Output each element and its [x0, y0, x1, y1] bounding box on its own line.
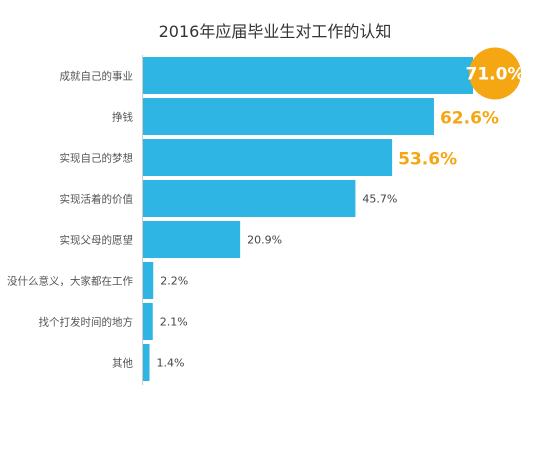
value-label-5: 2.2%: [160, 275, 188, 288]
category-label-2: 实现自己的梦想: [60, 152, 134, 165]
category-label-4: 实现父母的愿望: [60, 234, 134, 247]
chart-title: 2016年应届毕业生对工作的认知: [158, 22, 392, 41]
bar-7: [143, 344, 150, 381]
bar-5: [143, 262, 154, 299]
category-label-7: 其他: [112, 357, 133, 370]
value-label-3: 45.7%: [362, 193, 397, 206]
value-label-6: 2.1%: [160, 316, 188, 329]
value-label-0: 71.0%: [466, 65, 525, 85]
value-label-4: 20.9%: [247, 234, 282, 247]
bar-3: [143, 180, 356, 217]
highlight-bubble: [469, 47, 521, 100]
bar-1: [143, 98, 434, 135]
category-label-1: 挣钱: [112, 111, 133, 124]
category-label-0: 成就自己的事业: [60, 70, 134, 83]
category-label-6: 找个打发时间的地方: [39, 316, 134, 329]
bar-0: [143, 57, 473, 94]
bar-2: [143, 139, 393, 176]
value-label-7: 1.4%: [157, 357, 185, 370]
category-label-3: 实现活着的价值: [60, 193, 134, 206]
value-label-1: 62.6%: [440, 109, 499, 129]
bar-4: [143, 221, 241, 258]
bar-6: [143, 303, 153, 340]
value-label-2: 53.6%: [398, 150, 457, 170]
category-label-5: 没什么意义，大家都在工作: [7, 275, 133, 288]
